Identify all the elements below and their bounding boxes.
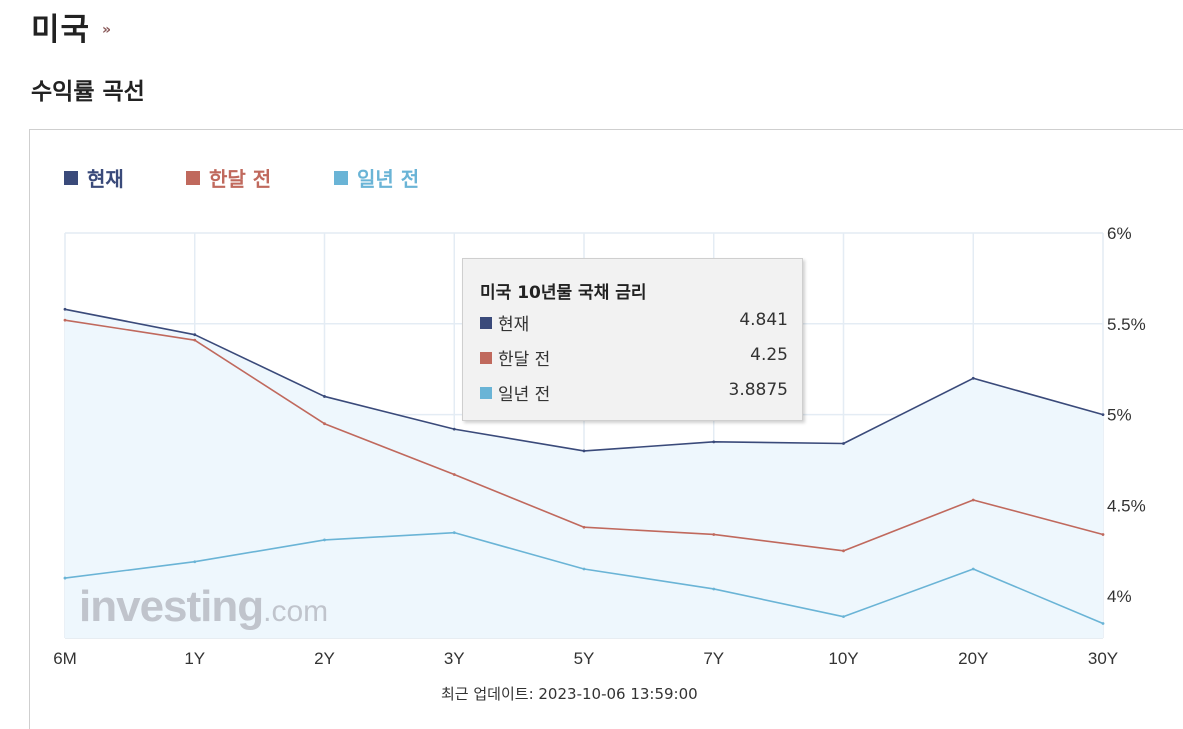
data-point xyxy=(193,560,197,564)
legend-swatch xyxy=(64,171,78,185)
data-point xyxy=(323,538,326,542)
chart-ticks: 6M 1Y 2Y 3Y 5Y 7Y 10Y 20Y 30Y 4% 4.5% 5% 5.5% 6% xyxy=(53,224,1146,668)
x-tick-label: 30Y xyxy=(1088,649,1118,668)
chart-area xyxy=(65,309,1103,638)
legend-label: 한달 전 xyxy=(209,167,272,191)
data-point xyxy=(452,473,456,476)
data-point xyxy=(842,549,845,553)
data-point xyxy=(63,318,67,322)
y-tick-label: 5.5% xyxy=(1107,315,1146,334)
tooltip-row: 한달 전 4.25 xyxy=(480,345,788,370)
tooltip-value: 4.841 xyxy=(739,310,788,330)
tooltip-label: 한달 전 xyxy=(498,350,551,370)
legend-label: 일년 전 xyxy=(357,167,420,191)
section-title: 수익률 곡선 xyxy=(31,79,145,105)
tooltip-swatch xyxy=(480,352,492,364)
x-tick-label: 6M xyxy=(53,649,77,668)
tooltip-value: 4.25 xyxy=(750,345,788,365)
data-point xyxy=(193,333,197,337)
tooltip-swatch xyxy=(480,317,492,329)
data-point xyxy=(971,498,975,502)
tooltip-label: 일년 전 xyxy=(498,385,551,405)
x-tick-label: 3Y xyxy=(444,649,465,668)
x-tick-label: 10Y xyxy=(828,649,858,668)
data-point xyxy=(1101,622,1105,625)
data-point xyxy=(1101,533,1105,536)
x-tick-label: 20Y xyxy=(958,649,988,668)
y-tick-label: 4% xyxy=(1107,587,1132,606)
data-point xyxy=(323,395,326,398)
tooltip-swatch xyxy=(480,387,492,399)
chart-container xyxy=(29,129,1183,729)
legend-item-year-ago[interactable]: 일년 전 xyxy=(334,163,419,192)
data-point xyxy=(582,449,586,453)
tooltip-row: 현재 4.841 xyxy=(480,310,788,335)
legend-swatch xyxy=(186,171,200,185)
legend-swatch xyxy=(334,171,348,185)
data-point xyxy=(63,307,67,311)
series-area-fill xyxy=(65,309,1103,638)
legend-item-month-ago[interactable]: 한달 전 xyxy=(186,163,271,192)
tooltip-row: 일년 전 3.8875 xyxy=(480,380,788,405)
data-point xyxy=(63,576,67,580)
data-point xyxy=(1101,413,1105,417)
data-point xyxy=(452,427,456,431)
y-tick-label: 5% xyxy=(1107,406,1132,425)
more-arrow-icon[interactable]: » xyxy=(102,22,112,38)
data-point xyxy=(452,531,456,535)
data-point xyxy=(842,442,845,445)
data-point xyxy=(193,338,197,342)
y-tick-label: 4.5% xyxy=(1107,496,1146,515)
page-title: 미국 xyxy=(31,12,91,48)
data-point xyxy=(971,376,975,380)
data-point xyxy=(323,422,326,426)
legend-label: 현재 xyxy=(87,167,124,191)
data-point xyxy=(712,440,716,444)
data-point xyxy=(842,615,845,619)
x-tick-label: 7Y xyxy=(703,649,724,668)
tooltip-label: 현재 xyxy=(498,315,530,335)
data-point xyxy=(582,525,586,529)
tooltip-value: 3.8875 xyxy=(728,380,788,400)
x-tick-label: 5Y xyxy=(574,649,595,668)
investing-watermark-logo: investing.com xyxy=(79,582,329,631)
data-point xyxy=(712,533,716,536)
chart-tooltip: 미국 10년물 국채 금리 현재 4.841 한달 전 4.25 일년 전 3.… xyxy=(462,258,803,421)
tooltip-title: 미국 10년물 국채 금리 xyxy=(480,283,647,303)
chart-lines xyxy=(63,307,1105,625)
data-point xyxy=(712,587,716,591)
data-point xyxy=(971,567,975,571)
y-tick-label: 6% xyxy=(1107,224,1132,243)
legend-item-current[interactable]: 현재 xyxy=(64,163,124,192)
x-tick-label: 2Y xyxy=(314,649,335,668)
data-point xyxy=(582,567,586,571)
x-tick-label: 1Y xyxy=(184,649,205,668)
